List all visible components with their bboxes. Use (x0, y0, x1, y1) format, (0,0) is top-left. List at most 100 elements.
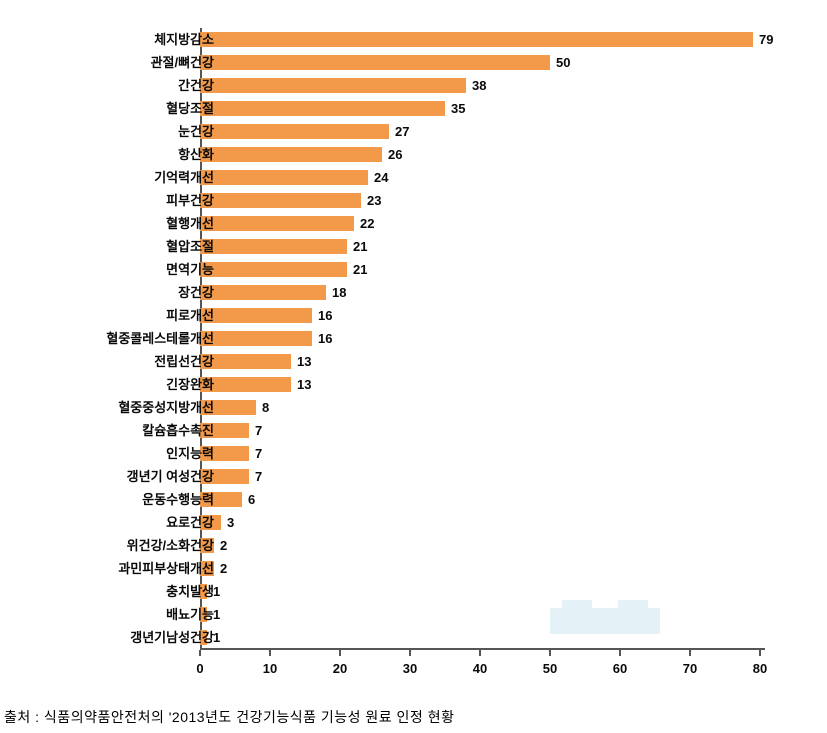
bar (200, 32, 753, 47)
bar-value: 27 (395, 124, 409, 139)
category-label: 혈행개선 (166, 216, 214, 231)
chart-area: 7950383527262423222121181616131387776322… (30, 20, 790, 690)
bar (200, 147, 382, 162)
bar-row: 23 (200, 193, 381, 208)
bar-value: 7 (255, 423, 262, 438)
bar-value: 23 (367, 193, 381, 208)
x-tick-label: 20 (333, 661, 347, 676)
bar-value: 2 (220, 561, 227, 576)
bar (200, 193, 361, 208)
x-tick-label: 60 (613, 661, 627, 676)
x-tick (409, 650, 411, 656)
x-axis (200, 648, 765, 650)
x-tick (619, 650, 621, 656)
bar-value: 26 (388, 147, 402, 162)
category-label: 갱년기남성건강 (130, 630, 214, 645)
category-label: 기억력개선 (154, 170, 214, 185)
category-label: 간건강 (178, 78, 214, 93)
bar-row: 16 (200, 308, 332, 323)
bar (200, 239, 347, 254)
bar-value: 8 (262, 400, 269, 415)
bar-value: 18 (332, 285, 346, 300)
x-tick (339, 650, 341, 656)
category-label: 혈중콜레스테롤개선 (106, 331, 214, 346)
bar-row: 21 (200, 262, 367, 277)
category-label: 장건강 (178, 285, 214, 300)
bar-value: 7 (255, 446, 262, 461)
watermark (550, 608, 660, 634)
bar-row: 22 (200, 216, 374, 231)
bar-value: 13 (297, 377, 311, 392)
category-label: 요로건강 (166, 515, 214, 530)
bar-value: 21 (353, 262, 367, 277)
category-label: 체지방감소 (154, 32, 214, 47)
bar-row: 38 (200, 78, 486, 93)
x-tick-label: 10 (263, 661, 277, 676)
bar-value: 24 (374, 170, 388, 185)
bar-value: 50 (556, 55, 570, 70)
category-label: 배뇨기능 (166, 607, 214, 622)
x-tick-label: 30 (403, 661, 417, 676)
bar-row: 13 (200, 377, 311, 392)
bar-value: 2 (220, 538, 227, 553)
bar-value: 16 (318, 331, 332, 346)
source-caption: 출처 : 식품의약품안전처의 '2013년도 건강기능식품 기능성 원료 인정 … (4, 707, 454, 727)
category-label: 혈당조절 (166, 101, 214, 116)
bar-value: 7 (255, 469, 262, 484)
x-tick-label: 0 (196, 661, 203, 676)
bar-value: 21 (353, 239, 367, 254)
x-tick (689, 650, 691, 656)
bar-value: 16 (318, 308, 332, 323)
category-label: 관절/뼈건강 (151, 55, 214, 70)
bar (200, 78, 466, 93)
bar-value: 3 (227, 515, 234, 530)
bar-row: 16 (200, 331, 332, 346)
x-tick (759, 650, 761, 656)
category-label: 긴장완화 (166, 377, 214, 392)
category-label: 갱년기 여성건강 (127, 469, 214, 484)
category-label: 피로개선 (166, 308, 214, 323)
x-tick-label: 70 (683, 661, 697, 676)
bar-row: 18 (200, 285, 346, 300)
bar-value: 1 (213, 630, 220, 645)
x-tick-label: 80 (753, 661, 767, 676)
bar (200, 101, 445, 116)
bar-row: 27 (200, 124, 409, 139)
bar (200, 55, 550, 70)
category-label: 항산화 (178, 147, 214, 162)
bar-value: 35 (451, 101, 465, 116)
bar (200, 262, 347, 277)
bar (200, 124, 389, 139)
category-label: 인지능력 (166, 446, 214, 461)
category-label: 눈건강 (178, 124, 214, 139)
bar-value: 79 (759, 32, 773, 47)
x-tick-label: 50 (543, 661, 557, 676)
plot-region: 7950383527262423222121181616131387776322… (200, 28, 760, 650)
bar-row: 24 (200, 170, 388, 185)
category-label: 전립선건강 (154, 354, 214, 369)
category-label: 칼슘흡수촉진 (142, 423, 214, 438)
bar-value: 1 (213, 607, 220, 622)
x-tick (269, 650, 271, 656)
bar-row: 79 (200, 32, 773, 47)
bar (200, 216, 354, 231)
bar-row: 50 (200, 55, 570, 70)
bar-value: 6 (248, 492, 255, 507)
category-label: 운동수행능력 (142, 492, 214, 507)
category-label: 피부건강 (166, 193, 214, 208)
x-tick (549, 650, 551, 656)
bar-row: 35 (200, 101, 465, 116)
category-label: 혈압조절 (166, 239, 214, 254)
bar-row: 26 (200, 147, 402, 162)
category-label: 면역기능 (166, 262, 214, 277)
bar-value: 13 (297, 354, 311, 369)
category-label: 혈중중성지방개선 (118, 400, 214, 415)
bar (200, 285, 326, 300)
bar-row: 21 (200, 239, 367, 254)
bar-row: 13 (200, 354, 311, 369)
x-tick (479, 650, 481, 656)
bar (200, 308, 312, 323)
bar (200, 331, 312, 346)
bar-value: 38 (472, 78, 486, 93)
x-tick-label: 40 (473, 661, 487, 676)
